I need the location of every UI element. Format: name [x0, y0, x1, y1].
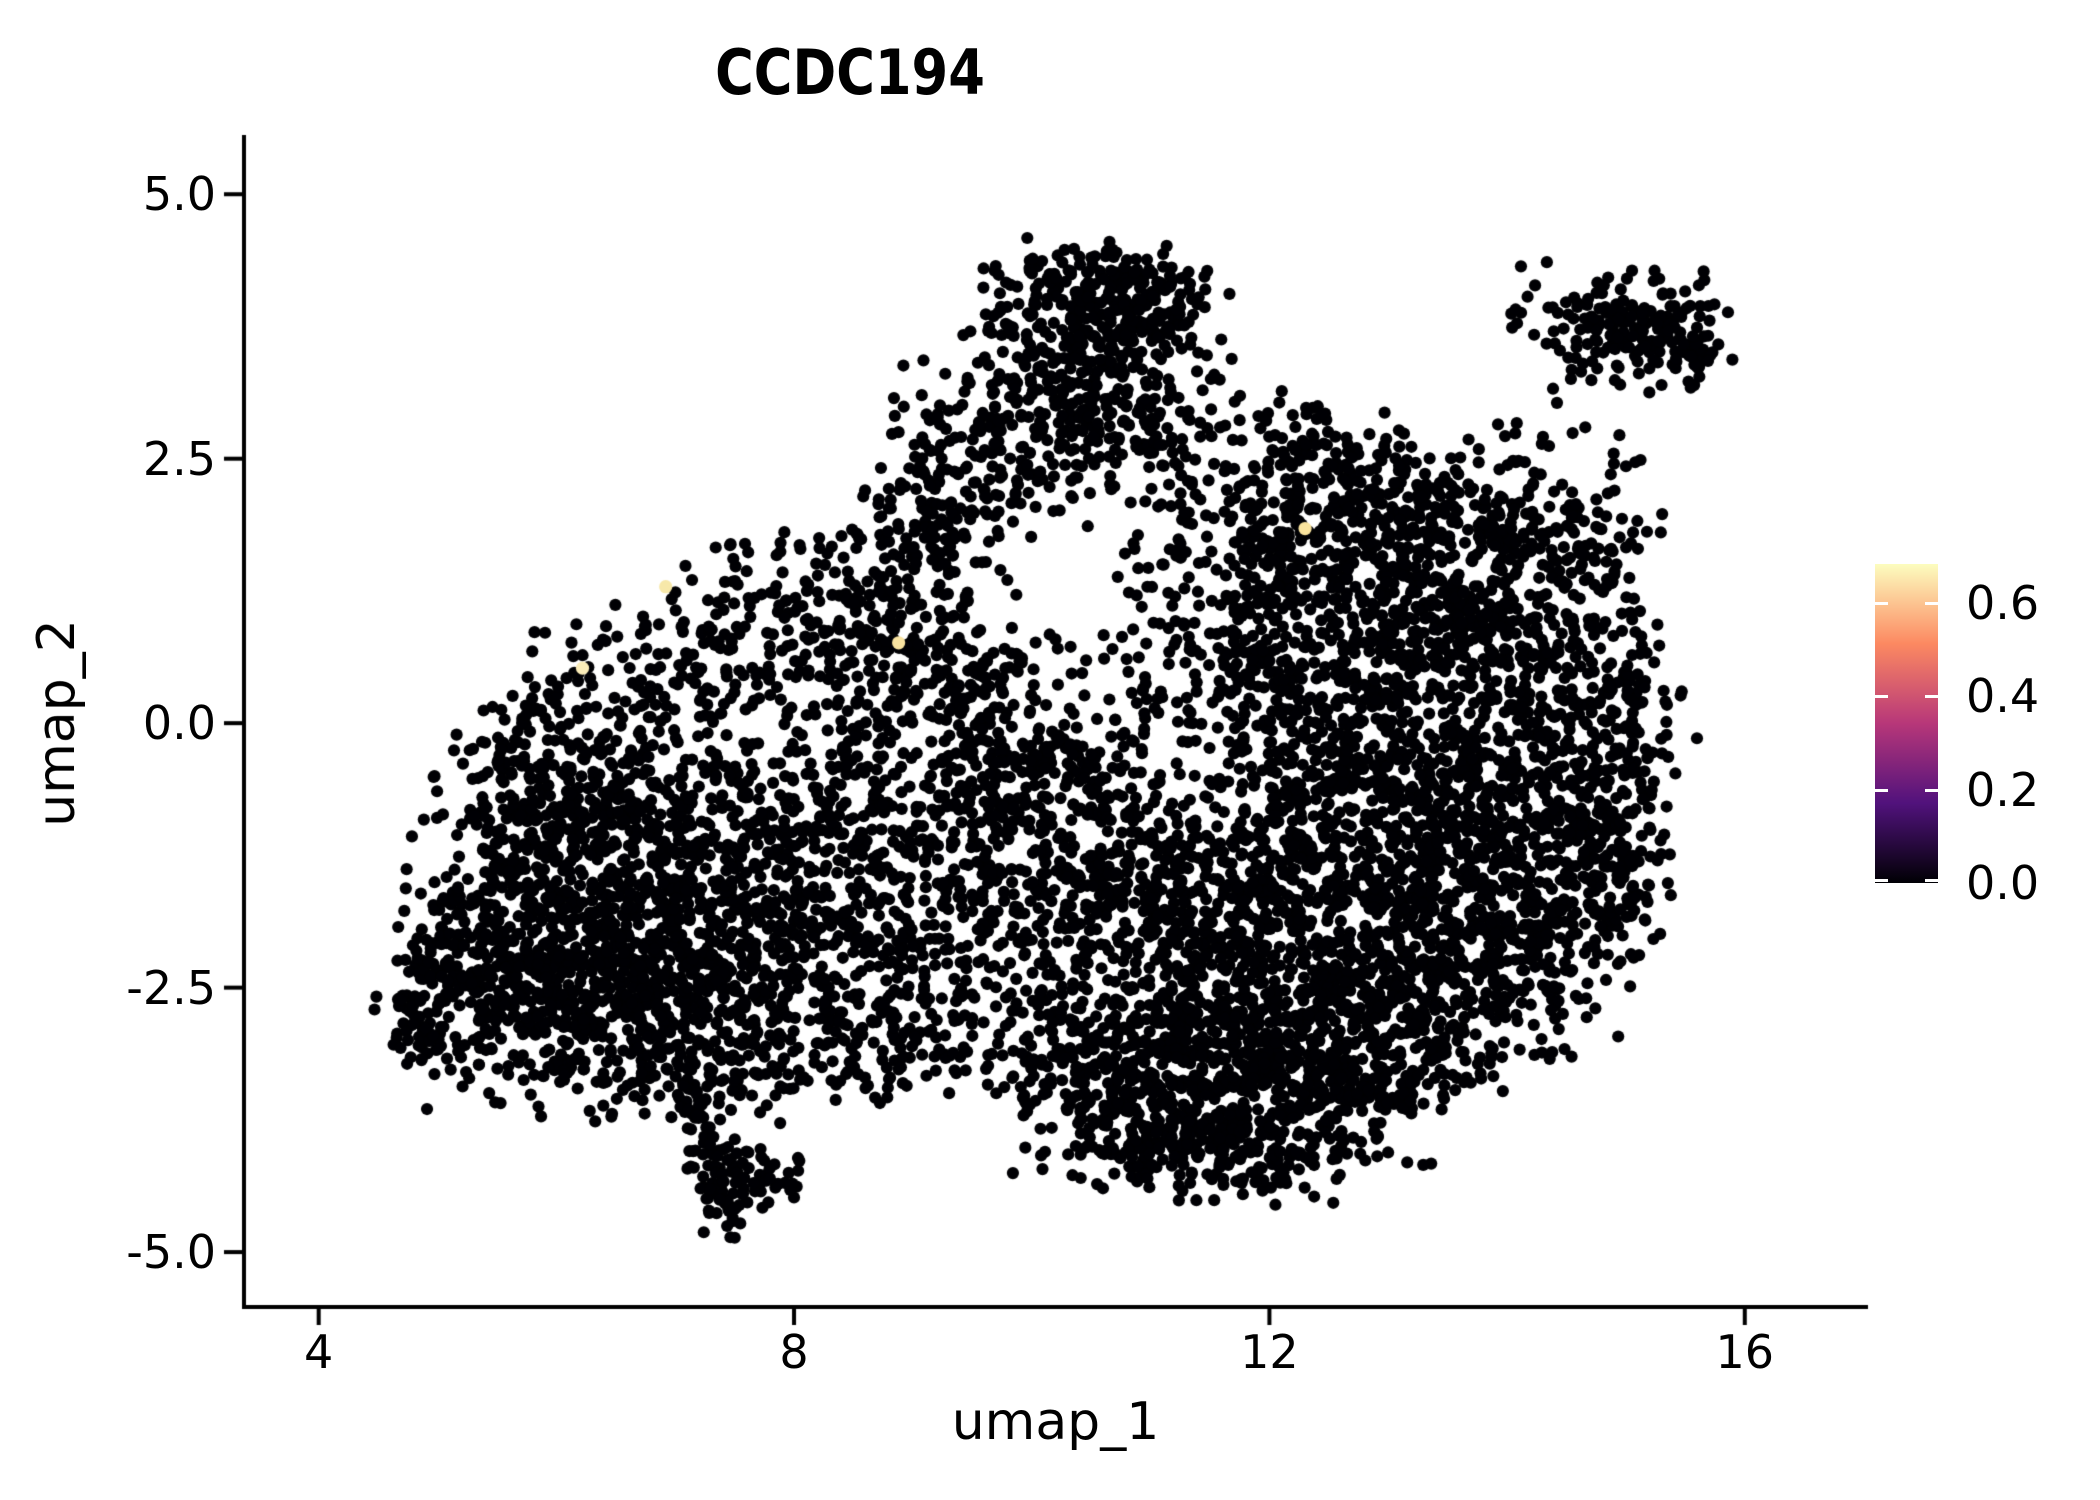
- colorbar-tick-label: 0.2: [1966, 762, 2040, 817]
- colorbar-tick-label: 0.6: [1966, 576, 2040, 631]
- colorbar-tick-mark: [1925, 695, 1938, 699]
- y-tick-label: -2.5: [126, 960, 216, 1015]
- colorbar-tick-mark: [1875, 788, 1888, 792]
- y-tick-label: -5.0: [126, 1225, 216, 1280]
- colorbar-tick-mark: [1875, 602, 1888, 606]
- colorbar-tick-mark: [1925, 788, 1938, 792]
- x-tick-label: 12: [1240, 1325, 1299, 1379]
- x-tick-label: 16: [1715, 1325, 1775, 1379]
- colorbar-tick-mark: [1875, 695, 1888, 699]
- y-tick-label: 0.0: [142, 696, 216, 751]
- colorbar-tick-label: 0.0: [1966, 856, 2040, 910]
- colorbar-tick-mark: [1925, 879, 1938, 882]
- plot-title: CCDC194: [715, 36, 985, 109]
- y-tick-label: 5.0: [142, 167, 216, 222]
- colorbar-tick-label: 0.4: [1966, 669, 2040, 724]
- colorbar-tick-mark: [1875, 879, 1888, 882]
- y-tick-label: 2.5: [142, 431, 216, 486]
- x-tick-label: 4: [304, 1325, 334, 1379]
- x-tick-label: 8: [779, 1325, 809, 1379]
- colorbar-gradient: [1875, 564, 1938, 883]
- x-axis-title: umap_1: [951, 1392, 1160, 1452]
- colorbar-tick-mark: [1925, 602, 1938, 606]
